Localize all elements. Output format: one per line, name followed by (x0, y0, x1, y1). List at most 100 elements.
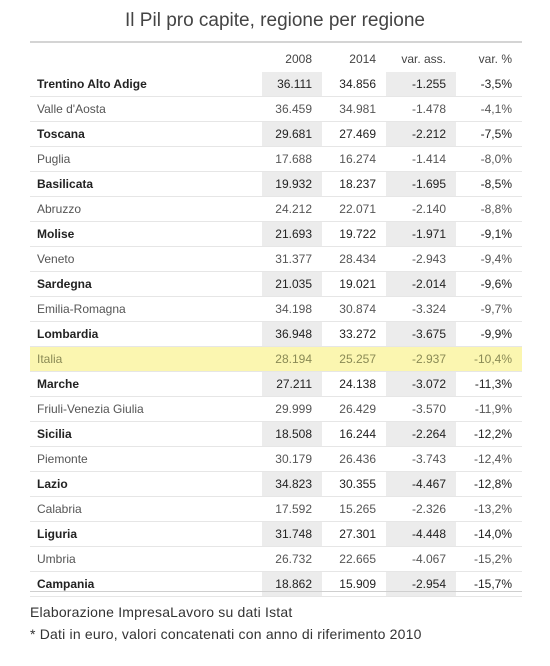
value-2008-cell: 31.377 (262, 246, 322, 272)
value-2008-cell: 17.688 (262, 146, 322, 172)
var-pct-cell: -4,1% (456, 96, 522, 122)
var-pct-cell: -8,0% (456, 146, 522, 172)
var-ass-cell: -1.255 (386, 72, 456, 97)
var-ass-cell: -2.212 (386, 121, 456, 147)
region-cell: Italia (30, 346, 262, 372)
region-cell: Basilicata (30, 171, 262, 197)
value-2008-cell: 36.459 (262, 96, 322, 122)
value-2014-cell: 27.469 (322, 121, 386, 147)
var-ass-cell: -3.675 (386, 321, 456, 347)
region-cell: Friuli-Venezia Giulia (30, 396, 262, 422)
value-2014-cell: 24.138 (322, 371, 386, 397)
value-2014-cell: 26.436 (322, 446, 386, 472)
table-row: Sardegna 21.035 19.021 -2.014 -9,6% (30, 271, 522, 297)
value-2014-cell: 26.429 (322, 396, 386, 422)
bottom-rule (30, 591, 522, 592)
value-2014-cell: 19.021 (322, 271, 386, 297)
region-cell: Lazio (30, 471, 262, 497)
region-cell: Puglia (30, 146, 262, 172)
table-row: Abruzzo 24.212 22.071 -2.140 -8,8% (30, 196, 522, 222)
var-pct-cell: -12,2% (456, 421, 522, 447)
value-2008-cell: 30.179 (262, 446, 322, 472)
value-2008-cell: 18.862 (262, 571, 322, 597)
var-pct-cell: -12,8% (456, 471, 522, 497)
value-2014-cell: 18.237 (322, 171, 386, 197)
region-cell: Calabria (30, 496, 262, 522)
var-pct-cell: -9,7% (456, 296, 522, 322)
var-pct-cell: -9,9% (456, 321, 522, 347)
table-row: Puglia 17.688 16.274 -1.414 -8,0% (30, 146, 522, 172)
table-row: Trentino Alto Adige 36.111 34.856 -1.255 -3,… (30, 72, 522, 97)
table-row: Campania 18.862 15.909 -2.954 -15,7% (30, 571, 522, 597)
table-row: Lazio 34.823 30.355 -4.467 -12,8% (30, 471, 522, 497)
value-2014-cell: 16.244 (322, 421, 386, 447)
var-ass-cell: -3.743 (386, 446, 456, 472)
var-ass-cell: -2.943 (386, 246, 456, 272)
table-row: Friuli-Venezia Giulia 29.999 26.429 -3.570-… (30, 396, 522, 422)
table-row: Piemonte 30.179 26.436 -3.743 -12,4% (30, 446, 522, 472)
value-2008-cell: 19.932 (262, 171, 322, 197)
region-cell: Umbria (30, 546, 262, 572)
region-cell: Campania (30, 571, 262, 597)
table-row: Basilicata 19.932 18.237 -1.695 -8,5% (30, 171, 522, 197)
var-ass-cell: -2.954 (386, 571, 456, 597)
pil-table: 2008 2014 var. ass. var. % Trentino Alto… (30, 46, 522, 597)
value-2014-cell: 33.272 (322, 321, 386, 347)
var-ass-cell: -2.326 (386, 496, 456, 522)
var-pct-cell: -7,5% (456, 121, 522, 147)
var-pct-cell: -11,9% (456, 396, 522, 422)
region-cell: Sardegna (30, 271, 262, 297)
region-cell: Toscana (30, 121, 262, 147)
var-ass-cell: -2.014 (386, 271, 456, 297)
region-cell: Emilia-Romagna (30, 296, 262, 322)
table-row: Emilia-Romagna 34.198 30.874 -3.324 -9,7% (30, 296, 522, 322)
value-2014-cell: 16.274 (322, 146, 386, 172)
value-2008-cell: 17.592 (262, 496, 322, 522)
var-pct-cell: -9,1% (456, 221, 522, 247)
value-2014-cell: 15.265 (322, 496, 386, 522)
value-2008-cell: 36.111 (262, 72, 322, 97)
value-2014-cell: 25.257 (322, 346, 386, 372)
var-ass-cell: -1.971 (386, 221, 456, 247)
var-ass-cell: -1.695 (386, 171, 456, 197)
table-body: Trentino Alto Adige 36.111 34.856 -1.255 -3,… (30, 72, 522, 597)
value-2014-cell: 27.301 (322, 521, 386, 547)
var-ass-cell: -1.478 (386, 96, 456, 122)
value-2014-cell: 34.856 (322, 72, 386, 97)
table-row: Lombardia 36.948 33.272 -3.675 -9,9% (30, 321, 522, 347)
value-2008-cell: 21.035 (262, 271, 322, 297)
footnote: * Dati in euro, valori concatenati con a… (30, 626, 422, 642)
value-2008-cell: 36.948 (262, 321, 322, 347)
table-row: Italia 28.194 25.257 -2.937 -10,4% (30, 346, 522, 372)
var-ass-cell: -1.414 (386, 146, 456, 172)
value-2008-cell: 21.693 (262, 221, 322, 247)
region-cell: Lombardia (30, 321, 262, 347)
col-header-2008: 2008 (285, 52, 312, 66)
table-row: Liguria 31.748 27.301 -4.448 -14,0% (30, 521, 522, 547)
var-pct-cell: -3,5% (456, 72, 522, 97)
value-2014-cell: 19.722 (322, 221, 386, 247)
var-pct-cell: -13,2% (456, 496, 522, 522)
value-2008-cell: 34.823 (262, 471, 322, 497)
col-header-var-ass: var. ass. (401, 52, 446, 66)
chart-title: Il Pil pro capite, regione per regione (125, 10, 425, 31)
value-2014-cell: 30.874 (322, 296, 386, 322)
var-ass-cell: -3.072 (386, 371, 456, 397)
var-pct-cell: -15,2% (456, 546, 522, 572)
value-2014-cell: 28.434 (322, 246, 386, 272)
var-ass-cell: -2.937 (386, 346, 456, 372)
region-cell: Abruzzo (30, 196, 262, 222)
value-2008-cell: 34.198 (262, 296, 322, 322)
source-note: Elaborazione ImpresaLavoro su dati Istat (30, 604, 293, 620)
value-2008-cell: 29.999 (262, 396, 322, 422)
header-row: 2008 2014 var. ass. var. % (30, 46, 522, 72)
table-row: Valle d'Aosta 36.459 34.981 -1.478 -4,1% (30, 96, 522, 122)
var-pct-cell: -15,7% (456, 571, 522, 597)
value-2014-cell: 22.071 (322, 196, 386, 222)
region-cell: Liguria (30, 521, 262, 547)
region-cell: Valle d'Aosta (30, 96, 262, 122)
var-ass-cell: -2.264 (386, 421, 456, 447)
col-header-2014: 2014 (349, 52, 376, 66)
value-2014-cell: 30.355 (322, 471, 386, 497)
table-row: Molise 21.693 19.722 -1.971 -9,1% (30, 221, 522, 247)
